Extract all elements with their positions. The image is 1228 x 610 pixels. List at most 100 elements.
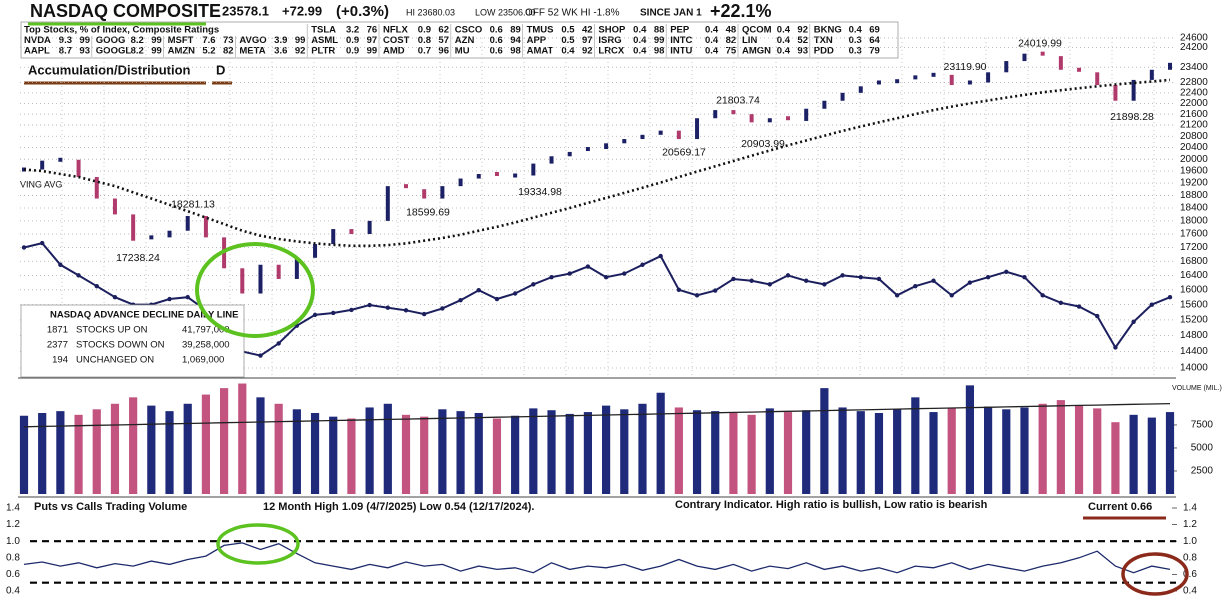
volume-bar	[929, 412, 938, 494]
volume-bar	[947, 408, 956, 494]
y-tick-label: 16000	[1180, 284, 1208, 295]
stock-weight: 0.4	[561, 46, 575, 57]
price-bar	[276, 264, 281, 279]
volume-bar	[511, 415, 520, 494]
y-tick-label: 1.0	[1183, 536, 1197, 547]
stock-weight: 0.4	[633, 46, 647, 57]
price-bar	[331, 229, 336, 245]
volume-bar	[1147, 417, 1156, 494]
ad-point	[713, 288, 718, 293]
stock-ticker: MU	[455, 46, 470, 57]
putcall-contrary-note: Contrary Indicator. High ratio is bullis…	[675, 499, 988, 511]
stock-ticker: AMAT	[527, 46, 554, 57]
stock-rating: 93	[79, 46, 90, 57]
y-tick-label: 1.4	[1183, 503, 1197, 514]
volume-bar	[310, 412, 320, 494]
price-bar	[422, 189, 427, 199]
price-bar	[713, 110, 718, 119]
price-annotation: 23119.90	[943, 61, 986, 73]
stock-rating: 92	[797, 25, 808, 36]
ad-label: STOCKS UP ON	[76, 325, 148, 336]
stock-rating: 75	[726, 46, 737, 57]
stock-ticker: SHOP	[598, 25, 626, 36]
stock-weight: 5.2	[202, 46, 215, 57]
stock-rating: 82	[223, 46, 234, 57]
y-tick-label: 15200	[1180, 314, 1208, 325]
stock-ticker: GOOG	[96, 35, 126, 46]
ad-point	[894, 293, 900, 298]
stock-weight: 0.9	[346, 46, 359, 57]
stock-rating: 99	[654, 35, 665, 46]
stock-weight: 0.4	[633, 25, 647, 36]
volume-bar	[747, 414, 756, 494]
stock-rating: 42	[582, 25, 593, 36]
ad-point	[822, 282, 827, 287]
ad-point	[658, 253, 663, 259]
y-tick-label: 21200	[1180, 120, 1208, 131]
price-bar	[749, 114, 754, 123]
stock-weight: 0.5	[561, 25, 575, 36]
price-bar	[1022, 53, 1027, 62]
ad-point	[585, 264, 591, 269]
volume-bar	[602, 405, 611, 494]
stock-ticker: TSLA	[311, 25, 336, 36]
ad-point	[803, 278, 809, 283]
stock-ticker: TXN	[814, 35, 833, 46]
stock-ticker: AMD	[383, 46, 405, 57]
volume-bar	[1038, 403, 1047, 494]
stock-rating: 88	[654, 25, 665, 36]
stock-ticker: NVDA	[24, 35, 51, 46]
volume-bar	[783, 412, 793, 494]
stock-weight: 7.6	[202, 35, 215, 46]
price-bar	[622, 139, 627, 144]
putcall-range-note: 12 Month High 1.09 (4/7/2025) Low 0.54 (…	[263, 501, 534, 513]
ad-count: 194	[52, 355, 68, 366]
ad-point	[967, 280, 973, 285]
price-bar	[858, 86, 863, 93]
ad-label: STOCKS DOWN ON	[76, 340, 165, 351]
price-bar	[967, 80, 972, 85]
ad-point	[276, 341, 281, 346]
ad-point	[785, 273, 791, 278]
stock-rating: 92	[582, 46, 593, 57]
ad-point	[312, 312, 318, 318]
volume-bar	[856, 411, 865, 494]
ad-volume: 41,797,000	[182, 325, 230, 336]
ad-point	[367, 302, 372, 308]
stock-weight: 3.9	[274, 35, 287, 46]
price-bar	[567, 151, 572, 157]
stock-weight: 0.6	[490, 35, 503, 46]
ad-point	[549, 274, 554, 280]
price-bar	[313, 244, 318, 258]
volume-bar	[765, 408, 774, 494]
volume-bar	[802, 410, 811, 494]
ad-point	[1131, 319, 1136, 324]
ad-point	[640, 262, 645, 267]
ad-point	[749, 278, 754, 283]
stock-ticker: TMUS	[527, 25, 554, 36]
volume-bar	[893, 409, 902, 494]
ad-point	[1167, 294, 1173, 300]
y-tick-label: 20800	[1180, 131, 1208, 142]
stock-rating: 57	[438, 35, 449, 46]
ad-point	[476, 287, 481, 293]
stock-ticker: INTC	[670, 35, 692, 46]
ad-point	[622, 271, 627, 276]
volume-bar	[1111, 422, 1120, 494]
ad-point	[1149, 302, 1155, 307]
stock-rating: 93	[797, 46, 808, 57]
volume-bar	[838, 407, 847, 494]
stock-ticker: INTU	[670, 46, 692, 57]
price-bar	[258, 264, 263, 294]
y-tick-label: 0.4	[1183, 586, 1197, 597]
y-tick-label: 15600	[1180, 299, 1208, 310]
volume-bar	[38, 412, 47, 494]
y-tick-label: 14400	[1180, 346, 1208, 357]
price-bar	[949, 74, 954, 86]
stock-weight: 0.4	[705, 25, 719, 36]
stock-ticker: AAPL	[24, 46, 50, 57]
volume-bar	[19, 415, 29, 494]
stock-rating: 98	[654, 46, 665, 57]
price-bar	[1168, 62, 1172, 70]
price-bar	[385, 186, 390, 221]
